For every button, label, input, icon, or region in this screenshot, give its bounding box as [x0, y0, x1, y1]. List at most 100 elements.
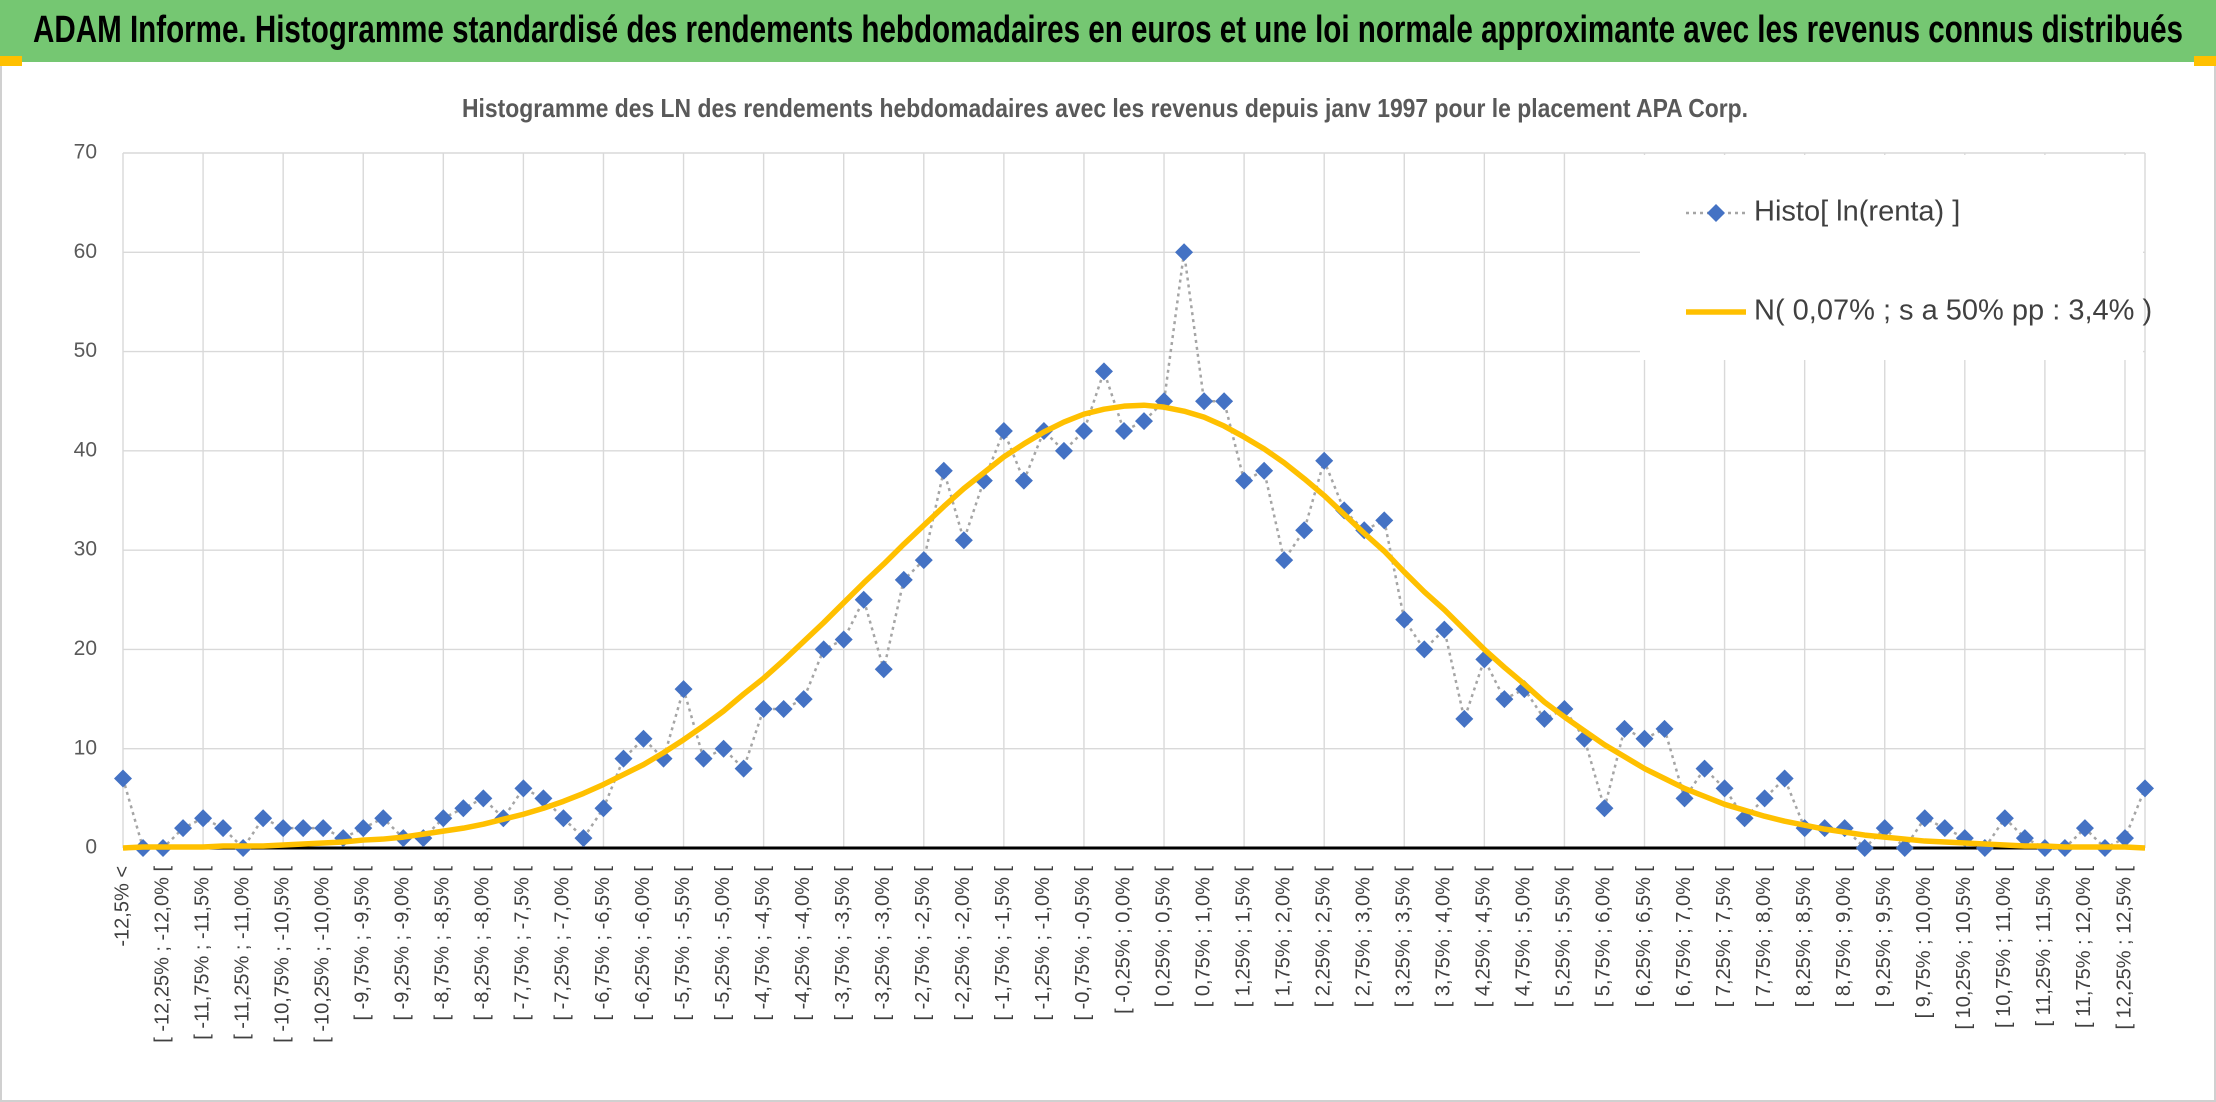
point-marker — [794, 690, 813, 709]
header-bar — [0, 0, 2216, 62]
corner-left — [0, 56, 22, 66]
point-marker — [814, 640, 833, 659]
x-tick-label: [ 7,25% ; 7,5% [ — [1713, 866, 1735, 1008]
point-marker — [1255, 461, 1274, 480]
point-marker — [434, 809, 453, 828]
x-tick-label: [ 11,75% ; 12,0% [ — [2073, 866, 2095, 1028]
point-marker — [1114, 422, 1133, 440]
point-marker — [694, 749, 713, 768]
point-marker — [754, 700, 773, 718]
series-line — [122, 402, 2146, 851]
x-tick-label: [ 3,75% ; 4,0% [ — [1433, 866, 1455, 1008]
x-tick-label: [ 11,25% ; 11,5% [ — [2033, 866, 2055, 1027]
x-tick-label: [ 1,25% ; 1,5% [ — [1232, 866, 1254, 1008]
legend-label: N( 0,07% ; s a 50% pp : 3,4% ) — [1754, 295, 2152, 327]
point-marker — [854, 590, 873, 609]
x-tick-label: [ -1,75% ; -1,5% [ — [992, 866, 1014, 1021]
y-tick-label: 40 — [74, 438, 97, 461]
point-marker — [274, 819, 293, 838]
chart-title: Histogramme des LN des rendements hebdom… — [462, 93, 1748, 123]
x-tick-label: [ 3,25% ; 3,5% [ — [1393, 866, 1415, 1008]
point-marker — [1415, 640, 1434, 659]
x-tick-label: [ -7,75% ; -7,5% [ — [512, 866, 534, 1021]
x-tick-label: [ 10,25% ; 10,5% [ — [1953, 866, 1975, 1030]
point-marker — [934, 461, 953, 480]
point-marker — [2136, 779, 2154, 798]
point-marker — [1615, 719, 1634, 738]
point-marker — [1715, 779, 1734, 798]
point-marker — [1375, 511, 1394, 530]
x-tick-label: -12,5% < — [111, 866, 133, 947]
point-marker — [1695, 759, 1714, 778]
y-tick-label: 0 — [85, 836, 97, 859]
point-marker — [1855, 839, 1874, 857]
x-tick-label: [ 9,75% ; 10,0% [ — [1913, 866, 1935, 1019]
x-tick-label: [ -4,75% ; -4,5% [ — [752, 866, 774, 1021]
point-marker — [1995, 809, 2014, 828]
point-marker — [1495, 690, 1514, 709]
point-marker — [294, 819, 313, 838]
point-marker — [1535, 709, 1554, 728]
x-tick-label: [ -8,25% ; -8,0% [ — [472, 866, 494, 1021]
point-marker — [374, 809, 393, 828]
x-tick-label: [ -9,75% ; -9,5% [ — [352, 866, 374, 1021]
x-tick-label: [ 7,75% ; 8,0% [ — [1753, 866, 1775, 1008]
point-marker — [1915, 809, 1934, 828]
point-marker — [1054, 441, 1073, 460]
point-marker — [554, 809, 573, 828]
y-tick-label: 10 — [74, 736, 97, 759]
point-marker — [1635, 729, 1654, 748]
point-marker — [874, 660, 893, 679]
x-tick-label: [ 1,75% ; 2,0% [ — [1272, 866, 1294, 1008]
point-marker — [1295, 521, 1314, 540]
point-marker — [834, 630, 853, 649]
x-tick-label: [ 10,75% ; 11,0% [ — [1993, 866, 2015, 1028]
header-title: ADAM Informe. Histogramme standardisé de… — [33, 9, 2183, 51]
point-marker — [474, 789, 493, 808]
point-marker — [1755, 789, 1774, 808]
point-marker — [594, 799, 613, 818]
series-line — [121, 251, 2147, 850]
point-marker — [1215, 392, 1234, 411]
point-marker — [1595, 799, 1614, 818]
x-tick-label: [ -0,25% ; 0,0% [ — [1112, 866, 1134, 1014]
legend: Histo[ ln(renta) ] N( 0,07% ; s a 50% pp … — [1640, 155, 2152, 360]
x-tick-label: [ -2,25% ; -2,0% [ — [952, 866, 974, 1021]
point-marker — [614, 749, 633, 768]
x-tick-label: [ -11,25% ; -11,0% [ — [231, 866, 253, 1040]
point-marker — [1195, 392, 1214, 411]
point-marker — [994, 422, 1013, 440]
point-marker — [254, 809, 273, 828]
x-tick-label: [ -6,25% ; -6,0% [ — [632, 866, 654, 1021]
point-marker — [1235, 471, 1254, 490]
x-tick-label: [ 6,25% ; 6,5% [ — [1633, 866, 1655, 1008]
point-marker — [574, 829, 593, 848]
point-marker — [2075, 819, 2094, 838]
point-marker — [1875, 819, 1894, 838]
x-tick-label: [ 2,25% ; 2,5% [ — [1312, 866, 1334, 1008]
point-marker — [634, 729, 653, 748]
point-marker — [714, 739, 733, 758]
point-marker — [2015, 829, 2034, 848]
point-marker — [2115, 829, 2134, 848]
point-marker — [1935, 819, 1954, 838]
point-marker — [514, 779, 533, 798]
x-tick-label: [ 9,25% ; 9,5% [ — [1873, 866, 1895, 1008]
point-marker — [454, 799, 473, 818]
legend-box — [1640, 155, 2143, 360]
x-tick-label: [ -9,25% ; -9,0% [ — [392, 866, 414, 1021]
y-tick-label: 30 — [74, 538, 97, 561]
point-marker — [774, 700, 793, 718]
point-marker — [534, 789, 553, 808]
x-tick-label: [ -3,25% ; -3,0% [ — [872, 866, 894, 1021]
point-marker — [1435, 620, 1454, 639]
x-tick-label: [ 0,75% ; 1,0% [ — [1192, 866, 1214, 1008]
x-tick-label: [ -10,25% ; -10,0% [ — [311, 866, 333, 1043]
point-marker — [1675, 789, 1694, 808]
point-marker — [674, 680, 693, 699]
point-marker — [1335, 501, 1354, 520]
x-tick-label: [ 0,25% ; 0,5% [ — [1152, 866, 1174, 1008]
point-marker — [114, 769, 132, 788]
point-marker — [1275, 551, 1294, 570]
x-tick-label: [ 6,75% ; 7,0% [ — [1673, 866, 1695, 1008]
